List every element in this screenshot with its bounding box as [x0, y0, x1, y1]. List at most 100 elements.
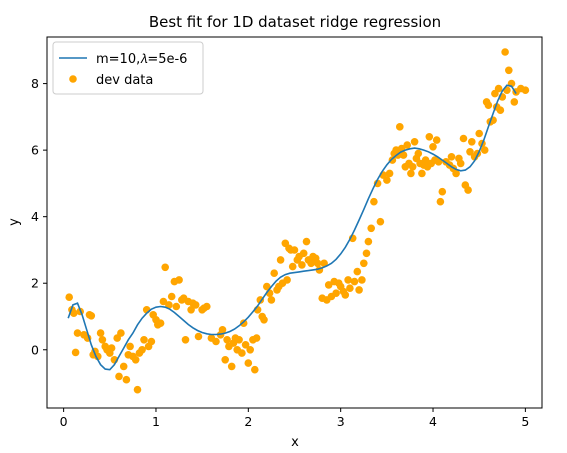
dev-data-point: [362, 249, 371, 258]
legend-label-fit-line: m=10,𝜆=5e-6: [96, 52, 187, 67]
dev-data-point: [244, 359, 253, 367]
dev-data-point: [299, 249, 308, 258]
y-axis-label: y: [7, 218, 22, 226]
x-tick-label: 0: [60, 414, 68, 429]
fit-line: [67, 84, 517, 371]
y-tick-label: 4: [31, 209, 39, 224]
dev-data-point: [418, 169, 426, 178]
dev-data-point: [71, 348, 80, 357]
dev-data-point: [385, 169, 394, 178]
dev-data-point: [133, 385, 142, 394]
fit-line-layer: [67, 84, 517, 371]
dev-data-point: [119, 362, 128, 371]
dev-data-point: [167, 292, 176, 301]
dev-data-point: [246, 346, 254, 354]
dev-data-point: [252, 334, 261, 342]
dev-data-point: [138, 346, 146, 354]
dev-data-point: [283, 276, 291, 284]
dev-data-point: [117, 329, 125, 337]
dev-data-point: [480, 146, 489, 154]
dev-data-point: [466, 148, 474, 156]
dev-data-point: [172, 302, 181, 311]
y-axis-ticks: 0 2 4 6 8: [31, 76, 47, 357]
dev-data-point: [364, 237, 373, 246]
dev-data-point: [194, 332, 203, 341]
dev-data-point: [510, 98, 519, 106]
x-tick-label: 1: [152, 414, 160, 429]
dev-data-point: [270, 269, 279, 278]
dev-data-point: [410, 138, 419, 146]
x-axis-ticks: 0 1 2 3 4 5: [60, 408, 529, 429]
dev-data-point: [459, 134, 468, 143]
dev-data-point: [353, 267, 362, 276]
dev-data-point: [218, 326, 227, 334]
dev-data-point: [96, 329, 105, 337]
dev-data-point: [298, 261, 306, 269]
dev-data-point: [468, 138, 476, 146]
dev-data-point: [307, 259, 315, 268]
dev-data-point: [98, 336, 107, 344]
dev-data-point: [350, 277, 359, 286]
dev-data-point: [344, 276, 352, 284]
x-tick-label: 5: [521, 414, 529, 429]
dev-data-point: [414, 149, 423, 158]
dev-data-point: [320, 259, 328, 268]
dev-data-point: [429, 143, 437, 151]
dev-data-point: [475, 129, 484, 138]
dev-data-point: [235, 336, 243, 344]
dev-data-point: [408, 163, 417, 171]
dev-data-point: [438, 187, 447, 196]
x-axis-label: x: [291, 435, 299, 450]
dev-data-point: [73, 329, 82, 337]
chart-title: Best fit for 1D dataset ridge regression: [149, 13, 441, 31]
dev-data-point: [290, 246, 299, 254]
dev-data-point: [355, 286, 363, 294]
dev-data-point: [288, 262, 297, 271]
dev-data-point: [241, 341, 250, 349]
dev-data-point: [494, 84, 503, 93]
dev-data-point: [165, 301, 173, 309]
dev-data-point: [147, 337, 156, 346]
legend: m=10,𝜆=5e-6 dev data: [52, 41, 204, 95]
dev-data-point: [107, 344, 116, 352]
dev-data-point: [212, 337, 220, 346]
dev-data-point: [396, 123, 404, 131]
x-tick-label: 3: [337, 414, 345, 429]
y-tick-label: 0: [31, 342, 39, 357]
dev-data-point: [238, 349, 246, 357]
dev-data-point: [383, 176, 391, 184]
dev-data-point: [432, 136, 441, 144]
dev-data-point: [191, 301, 200, 309]
dev-data-point: [341, 291, 350, 299]
dev-data-point: [70, 309, 78, 318]
dev-data-point: [358, 276, 366, 284]
dev-data-point: [370, 197, 378, 206]
dev-data-point: [496, 106, 505, 114]
dev-data-point: [501, 48, 509, 56]
dev-data-point: [175, 276, 183, 284]
legend-label-dev-data: dev data: [96, 73, 153, 88]
dev-data-point: [227, 362, 236, 371]
dev-data-point: [505, 66, 513, 75]
dev-data-point: [65, 293, 73, 302]
dev-data-point: [313, 259, 322, 268]
legend-box: [52, 41, 204, 95]
dev-data-point: [407, 169, 415, 178]
dev-data-point: [276, 256, 285, 264]
dev-data-point: [346, 284, 354, 293]
dev-data-point: [251, 365, 259, 374]
dev-data-point: [131, 356, 140, 364]
dev-data-point: [332, 289, 340, 298]
dev-data-point: [421, 156, 430, 164]
dev-data-point: [122, 375, 131, 384]
y-tick-label: 2: [31, 276, 39, 291]
dev-data-point: [388, 156, 397, 164]
dev-data-point: [521, 86, 530, 94]
dev-data-point: [223, 336, 231, 344]
dev-data-point: [221, 356, 229, 364]
x-tick-label: 4: [429, 414, 437, 429]
dev-data-point: [159, 297, 168, 306]
dev-data-point: [260, 316, 268, 324]
plot-frame: [46, 36, 543, 409]
dev-data-point: [464, 186, 472, 194]
